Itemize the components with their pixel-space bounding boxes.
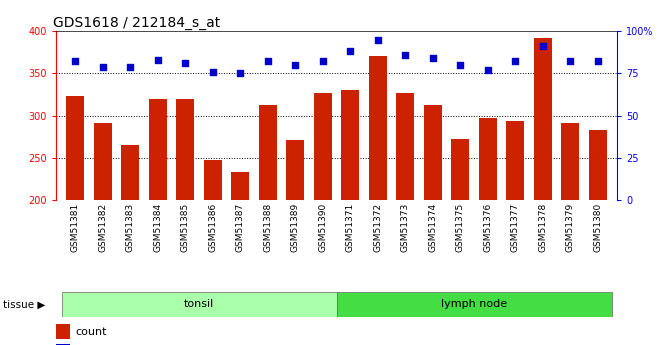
- Bar: [286, 140, 304, 200]
- Point: [180, 60, 191, 66]
- Text: tonsil: tonsil: [184, 299, 214, 309]
- Text: GSM51375: GSM51375: [456, 203, 465, 252]
- Bar: [451, 139, 469, 200]
- Text: GSM51373: GSM51373: [401, 203, 410, 252]
- Text: GSM51387: GSM51387: [236, 203, 245, 252]
- Point: [537, 43, 548, 49]
- Point: [372, 37, 383, 42]
- Bar: [562, 123, 579, 200]
- Text: GSM51390: GSM51390: [318, 203, 327, 252]
- Text: GSM51372: GSM51372: [374, 203, 382, 252]
- Point: [593, 59, 603, 64]
- Point: [317, 59, 328, 64]
- Text: GSM51389: GSM51389: [291, 203, 300, 252]
- Point: [345, 49, 356, 54]
- Point: [125, 64, 136, 69]
- Text: GSM51378: GSM51378: [539, 203, 547, 252]
- Bar: [67, 96, 84, 200]
- Point: [290, 62, 300, 68]
- Text: GSM51388: GSM51388: [263, 203, 273, 252]
- Point: [400, 52, 411, 58]
- Bar: [479, 118, 497, 200]
- Text: GSM51383: GSM51383: [126, 203, 135, 252]
- Text: GSM51377: GSM51377: [511, 203, 520, 252]
- Text: lymph node: lymph node: [441, 299, 507, 309]
- Point: [482, 67, 493, 73]
- FancyBboxPatch shape: [337, 292, 612, 317]
- Bar: [56, 344, 70, 345]
- Bar: [506, 121, 524, 200]
- Point: [207, 69, 218, 75]
- Text: GSM51384: GSM51384: [153, 203, 162, 252]
- Bar: [232, 172, 249, 200]
- FancyBboxPatch shape: [61, 292, 337, 317]
- Text: GDS1618 / 212184_s_at: GDS1618 / 212184_s_at: [53, 16, 220, 30]
- Point: [235, 71, 246, 76]
- Text: GSM51371: GSM51371: [346, 203, 355, 252]
- Bar: [176, 99, 194, 200]
- Bar: [589, 130, 607, 200]
- Bar: [534, 38, 552, 200]
- Bar: [369, 57, 387, 200]
- Text: GSM51374: GSM51374: [428, 203, 438, 252]
- Text: GSM51382: GSM51382: [98, 203, 108, 252]
- Text: count: count: [76, 327, 107, 337]
- Bar: [424, 106, 442, 200]
- Point: [70, 59, 81, 64]
- Point: [98, 64, 108, 69]
- Point: [565, 59, 576, 64]
- Text: GSM51376: GSM51376: [483, 203, 492, 252]
- Bar: [397, 93, 414, 200]
- Text: GSM51381: GSM51381: [71, 203, 80, 252]
- Point: [263, 59, 273, 64]
- Bar: [56, 324, 70, 339]
- Point: [455, 62, 465, 68]
- Text: GSM51380: GSM51380: [593, 203, 603, 252]
- Point: [428, 55, 438, 61]
- Point: [510, 59, 521, 64]
- Bar: [341, 90, 359, 200]
- Point: [152, 57, 163, 62]
- Text: GSM51385: GSM51385: [181, 203, 190, 252]
- Bar: [94, 123, 112, 200]
- Text: GSM51386: GSM51386: [209, 203, 217, 252]
- Bar: [149, 99, 167, 200]
- Text: tissue ▶: tissue ▶: [3, 299, 46, 309]
- Bar: [121, 145, 139, 200]
- Bar: [204, 159, 222, 200]
- Text: GSM51379: GSM51379: [566, 203, 575, 252]
- Bar: [314, 93, 332, 200]
- Bar: [259, 105, 277, 200]
